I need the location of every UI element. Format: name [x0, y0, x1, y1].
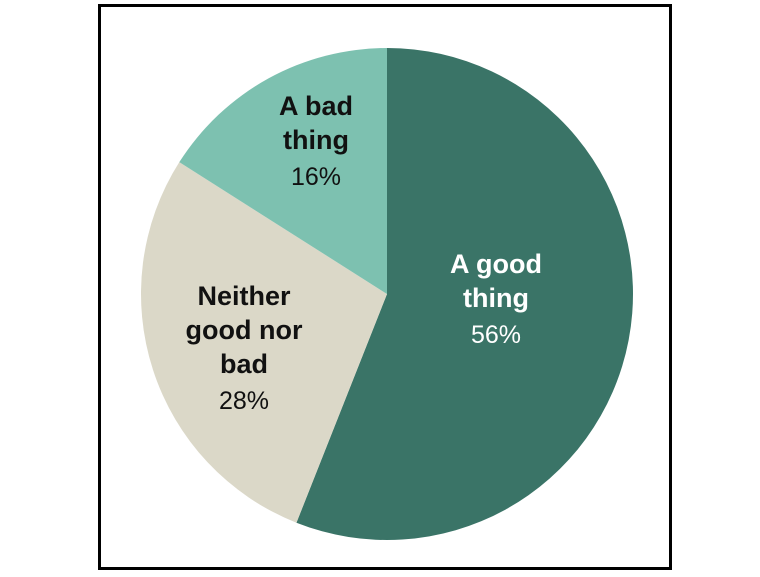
pie-slice-1: [141, 162, 387, 523]
slice-label-2-line-0: A bad: [279, 91, 353, 121]
pie-slice-0: [296, 48, 633, 540]
slice-label-0-line-0: A good: [450, 249, 542, 279]
slice-label-1-line-1: good nor: [186, 315, 303, 345]
slice-label-1-line-0: Neither: [197, 281, 291, 311]
slice-value-label-1: 28%: [219, 387, 269, 415]
slice-label-1-line-2: bad: [220, 349, 268, 379]
slice-label-0-line-1: thing: [463, 283, 529, 313]
slice-value-label-2: 16%: [291, 163, 341, 191]
slice-label-2-line-1: thing: [283, 125, 349, 155]
slice-value-label-0: 56%: [471, 321, 521, 349]
pie-slice-2: [179, 48, 387, 294]
